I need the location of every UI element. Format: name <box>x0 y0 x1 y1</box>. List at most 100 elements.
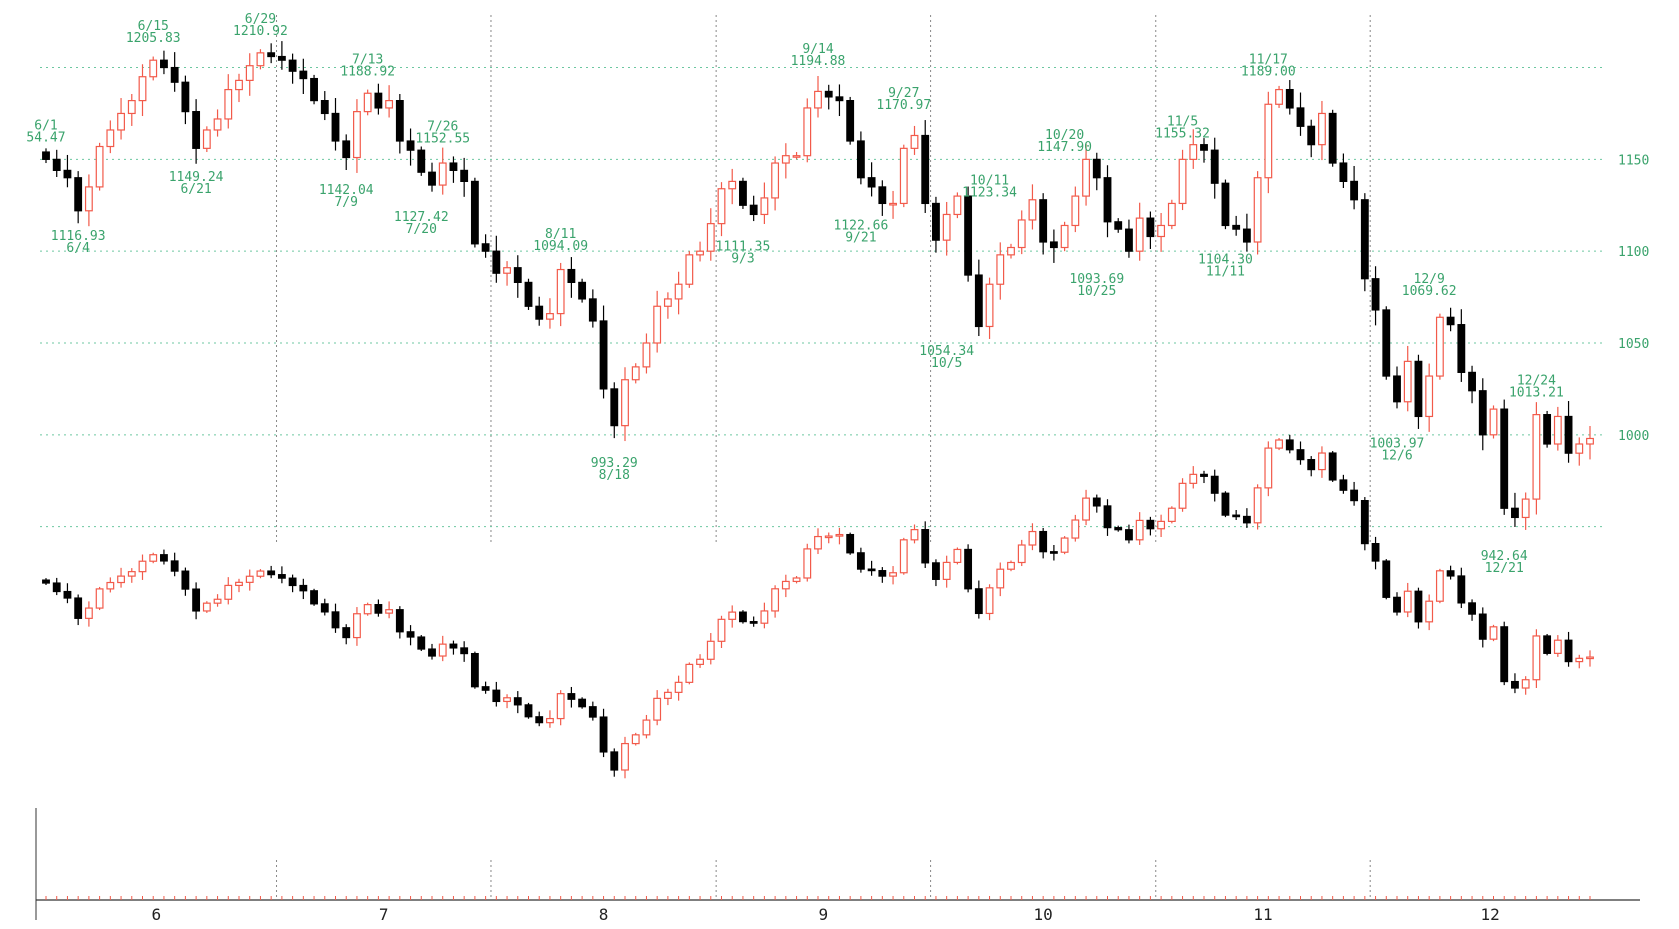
secondary-candle <box>170 552 179 577</box>
annotation-line-2: 7/20 <box>406 222 437 237</box>
candle <box>320 91 329 121</box>
secondary-candle <box>631 732 640 746</box>
annotation-line-1: 1122.66 <box>833 219 888 234</box>
secondary-candle <box>1264 441 1273 497</box>
secondary-candle <box>213 594 222 607</box>
secondary-candle <box>835 527 844 545</box>
secondary-candle <box>546 710 554 728</box>
annotation-line-2: 10/25 <box>1077 284 1116 299</box>
candle <box>42 148 50 164</box>
candle <box>814 75 822 118</box>
annotation-line-1: 7/26 <box>427 120 458 135</box>
y-tick-label: 1000 <box>1618 429 1649 444</box>
candle <box>985 277 994 339</box>
candle <box>310 74 318 105</box>
candle <box>1060 221 1069 252</box>
candle <box>1318 100 1326 161</box>
candle <box>696 241 704 262</box>
candle <box>428 162 436 192</box>
annotation-line-1: 6/29 <box>245 12 276 27</box>
candle <box>1457 309 1466 382</box>
secondary-candle <box>1125 524 1133 544</box>
secondary-candle <box>1339 474 1348 494</box>
annotation-line-2: 7/9 <box>334 195 357 210</box>
candle <box>1511 492 1519 528</box>
candle <box>856 131 865 185</box>
secondary-candle <box>792 576 801 584</box>
secondary-candle <box>1382 559 1391 600</box>
price-annotation: 1122.669/21 <box>833 219 888 246</box>
annotation-line-1: 1093.69 <box>1069 272 1124 287</box>
candle <box>942 201 951 256</box>
candle <box>363 89 372 116</box>
candle <box>95 142 104 191</box>
candle <box>1028 184 1037 230</box>
candle <box>578 278 587 303</box>
candle <box>127 93 136 126</box>
y-tick-label: 1050 <box>1618 337 1649 352</box>
secondary-candle <box>556 690 565 726</box>
price-annotation: 1142.047/9 <box>319 183 374 210</box>
secondary-candle <box>245 569 254 591</box>
annotation-line-2: 11/11 <box>1206 264 1245 279</box>
annotation-line-1: 8/11 <box>545 227 576 242</box>
candle <box>1125 219 1133 258</box>
secondary-candle <box>374 599 383 617</box>
annotation-line-1: 942.64 <box>1481 549 1528 564</box>
candle <box>1339 153 1348 189</box>
candle <box>1543 410 1552 448</box>
secondary-candle <box>1146 516 1155 536</box>
candle <box>674 271 683 315</box>
secondary-candle <box>1275 438 1283 451</box>
month-label: 9 <box>819 905 829 924</box>
secondary-candle <box>256 569 265 579</box>
annotation-line-2: 1123.34 <box>962 185 1017 200</box>
candle <box>267 43 276 64</box>
candle <box>385 85 394 118</box>
secondary-candle <box>621 736 629 779</box>
secondary-candle <box>1103 499 1112 536</box>
annotation-line-2: 1152.55 <box>415 132 470 147</box>
secondary-candle <box>192 582 201 620</box>
secondary-candle <box>299 578 308 600</box>
candle <box>1017 210 1026 255</box>
secondary-candles <box>42 434 1594 779</box>
candle <box>642 333 651 374</box>
candle <box>1157 212 1166 252</box>
secondary-candle <box>1371 536 1380 570</box>
secondary-candle <box>1489 624 1498 642</box>
candle <box>1393 366 1401 409</box>
secondary-candle <box>1114 525 1123 532</box>
candle <box>1178 149 1187 211</box>
candle <box>1275 85 1283 108</box>
candle <box>395 93 404 154</box>
price-annotation: 1127.427/20 <box>394 210 449 237</box>
secondary-candle <box>1253 484 1262 530</box>
secondary-candle <box>985 584 994 621</box>
month-label: 10 <box>1034 905 1053 924</box>
candle <box>503 261 511 286</box>
annotation-line-2: 6/4 <box>66 241 90 256</box>
secondary-candle <box>567 686 576 708</box>
secondary-candle <box>181 567 190 596</box>
candle <box>964 186 973 282</box>
secondary-candle <box>1189 466 1198 489</box>
x-axis: 6 7 8 9 10 11 12 <box>35 808 1640 924</box>
annotation-line-1: 1054.34 <box>919 344 974 359</box>
secondary-candle <box>84 601 93 627</box>
price-annotation: 1116.936/4 <box>51 229 106 256</box>
candle <box>1189 129 1198 169</box>
annotation-line-1: 10/20 <box>1045 128 1084 143</box>
secondary-candle <box>1285 434 1294 454</box>
secondary-candle <box>428 643 436 660</box>
candle <box>170 52 179 92</box>
secondary-candle <box>470 651 479 689</box>
candle <box>277 41 286 70</box>
secondary-candle <box>953 547 962 565</box>
candle <box>1242 213 1251 252</box>
candle <box>1114 218 1123 233</box>
